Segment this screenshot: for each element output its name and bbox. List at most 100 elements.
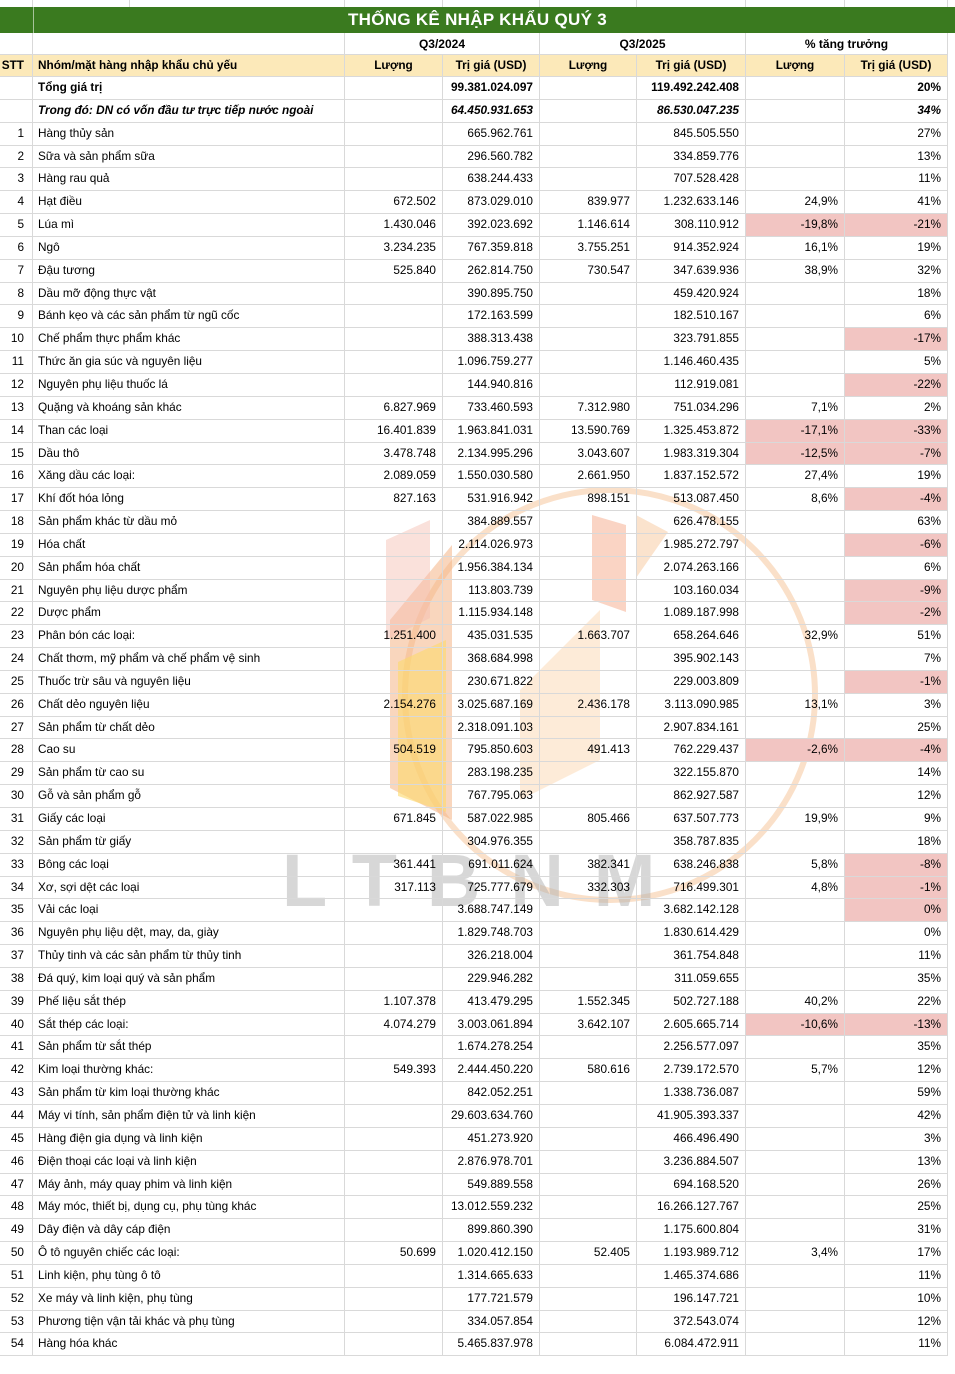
cell-name: Dầu mỡ động thực vật bbox=[33, 282, 345, 305]
cell-qty-2025: 1.552.345 bbox=[540, 990, 637, 1013]
cell-stt: 9 bbox=[0, 305, 33, 328]
cell-qty-growth: 5,8% bbox=[746, 853, 845, 876]
cell-qty-2024: 827.163 bbox=[345, 488, 443, 511]
cell-value-growth: -21% bbox=[845, 214, 948, 236]
cell-stt: 31 bbox=[0, 808, 33, 830]
cell-qty-2024: 1.430.046 bbox=[345, 214, 443, 236]
cell-value-2025: 1.089.187.998 bbox=[637, 602, 746, 625]
cell-stt: 52 bbox=[0, 1287, 33, 1310]
cell-value-growth: 41% bbox=[845, 191, 948, 214]
cell-stt: 6 bbox=[0, 236, 33, 259]
cell-stt: 35 bbox=[0, 899, 33, 922]
cell-qty-2025 bbox=[540, 579, 637, 602]
cell-qty-2025: 491.413 bbox=[540, 739, 637, 762]
cell-qty-2025: 3.755.251 bbox=[540, 236, 637, 259]
table-row: 2 Sữa và sản phẩm sữa 296.560.782 334.85… bbox=[0, 145, 948, 169]
cell-value-2025: 626.478.155 bbox=[637, 511, 746, 533]
cell-qty-2024 bbox=[345, 1150, 443, 1173]
cell-value-growth: 35% bbox=[845, 967, 948, 990]
column-header-qty-2024: Lượng bbox=[345, 55, 443, 76]
cell-qty-2024 bbox=[345, 533, 443, 556]
column-header-qty-growth: Lượng bbox=[746, 55, 845, 76]
cell-qty-2025 bbox=[540, 328, 637, 351]
cell-qty-2025 bbox=[540, 1333, 637, 1356]
cell-name: Kim loại thường khác: bbox=[33, 1059, 345, 1082]
cell-value-2025: 637.507.773 bbox=[637, 808, 746, 830]
cell-value-2025: 1.232.633.146 bbox=[637, 191, 746, 214]
cell-stt: 43 bbox=[0, 1082, 33, 1104]
cell-value-2024: 5.465.837.978 bbox=[443, 1333, 540, 1356]
cell-value-2024: 725.777.679 bbox=[443, 876, 540, 899]
cell-stt: 39 bbox=[0, 990, 33, 1013]
cell-qty-growth: 24,9% bbox=[746, 191, 845, 214]
cell-stt: 7 bbox=[0, 259, 33, 282]
cell-name: Thức ăn gia súc và nguyên liệu bbox=[33, 351, 345, 373]
cell-value-2025: 322.155.870 bbox=[637, 762, 746, 785]
cell-value-2025: 1.465.374.686 bbox=[637, 1264, 746, 1287]
column-header-row: STT Nhóm/mặt hàng nhập khẩu chủ yếu Lượn… bbox=[0, 55, 948, 77]
table-row: 28 Cao su 504.519 795.850.603 491.413 76… bbox=[0, 739, 948, 763]
cell-qty-growth bbox=[746, 1127, 845, 1150]
cell-qty-growth bbox=[746, 168, 845, 191]
cell-value-2024: 1.674.278.254 bbox=[443, 1036, 540, 1059]
cell-value-2025: 229.003.809 bbox=[637, 670, 746, 693]
cell-qty-2024 bbox=[345, 1219, 443, 1242]
cell-qty-2025: 805.466 bbox=[540, 808, 637, 830]
cell-name: Hóa chất bbox=[33, 533, 345, 556]
table-row: 21 Nguyên phụ liệu dược phẩm 113.803.739… bbox=[0, 579, 948, 603]
cell-value-2024: 113.803.739 bbox=[443, 579, 540, 602]
cell-stt: 17 bbox=[0, 488, 33, 511]
cell-stt: 54 bbox=[0, 1333, 33, 1356]
cell-qty-2024 bbox=[345, 1127, 443, 1150]
period-header-spacer-stt bbox=[0, 33, 33, 54]
cell-value-2024: 899.860.390 bbox=[443, 1219, 540, 1242]
table-row: 46 Điện thoại các loại và linh kiện 2.87… bbox=[0, 1150, 948, 1174]
table-row: 10 Chế phẩm thực phẩm khác 388.313.438 3… bbox=[0, 328, 948, 352]
cell-value-growth: 11% bbox=[845, 168, 948, 191]
table-title: THỐNG KÊ NHẬP KHẨU QUÝ 3 bbox=[0, 7, 955, 33]
cell-qty-growth bbox=[746, 145, 845, 168]
cell-name: Than các loại bbox=[33, 419, 345, 442]
cell-qty-2024: 3.478.748 bbox=[345, 442, 443, 465]
cell-qty-2024 bbox=[345, 1333, 443, 1356]
cell-name: Bánh kẹo và các sản phẩm từ ngũ cốc bbox=[33, 305, 345, 328]
table-row: 9 Bánh kẹo và các sản phẩm từ ngũ cốc 17… bbox=[0, 305, 948, 329]
cell-qty-growth: -12,5% bbox=[746, 442, 845, 465]
cell-qty-growth bbox=[746, 1219, 845, 1242]
table-row: 49 Dây điện và dây cáp điện 899.860.390 … bbox=[0, 1219, 948, 1243]
cell-qty-2024 bbox=[345, 1310, 443, 1333]
cell-name: Đậu tương bbox=[33, 259, 345, 282]
cell-qty-2025 bbox=[540, 282, 637, 305]
cell-qty-2024 bbox=[345, 1173, 443, 1196]
cell-value-growth: 31% bbox=[845, 1219, 948, 1242]
cell-stt: 3 bbox=[0, 168, 33, 191]
cell-qty-growth: -10,6% bbox=[746, 1013, 845, 1036]
cell-name: Khí đốt hóa lỏng bbox=[33, 488, 345, 511]
cell-value-growth: 12% bbox=[845, 1059, 948, 1082]
cell-qty-growth bbox=[746, 282, 845, 305]
cell-name: Phương tiện vận tải khác và phụ tùng bbox=[33, 1310, 345, 1333]
cell-qty-2024 bbox=[345, 145, 443, 168]
cell-qty-2025: 1.663.707 bbox=[540, 625, 637, 648]
cell-value-growth: -2% bbox=[845, 602, 948, 625]
cell-value-growth: 13% bbox=[845, 145, 948, 168]
cell-qty-growth bbox=[746, 922, 845, 945]
cell-stt: 5 bbox=[0, 214, 33, 236]
cell-value-growth: 26% bbox=[845, 1173, 948, 1196]
cell-qty-2025 bbox=[540, 305, 637, 328]
cell-value-growth: -7% bbox=[845, 442, 948, 465]
cell-name: Hàng điện gia dụng và linh kiện bbox=[33, 1127, 345, 1150]
cell-name: Sữa và sản phẩm sữa bbox=[33, 145, 345, 168]
cell-qty-2024: 504.519 bbox=[345, 739, 443, 762]
table-row: 40 Sắt thép các loại: 4.074.279 3.003.06… bbox=[0, 1013, 948, 1037]
cell-stt: 4 bbox=[0, 191, 33, 214]
cell-value-2025: 1.830.614.429 bbox=[637, 922, 746, 945]
cell-value-2025: 3.236.884.507 bbox=[637, 1150, 746, 1173]
table-row: 44 Máy vi tính, sản phẩm điện tử và linh… bbox=[0, 1104, 948, 1128]
cell-qty-2025: 839.977 bbox=[540, 191, 637, 214]
cell-qty-2024 bbox=[345, 899, 443, 922]
cell-value-2024: 1.096.759.277 bbox=[443, 351, 540, 373]
cell-qty-growth: 5,7% bbox=[746, 1059, 845, 1082]
table-body: 1 Hàng thủy sản 665.962.761 845.505.550 … bbox=[0, 122, 955, 1357]
cell-name: Hạt điều bbox=[33, 191, 345, 214]
